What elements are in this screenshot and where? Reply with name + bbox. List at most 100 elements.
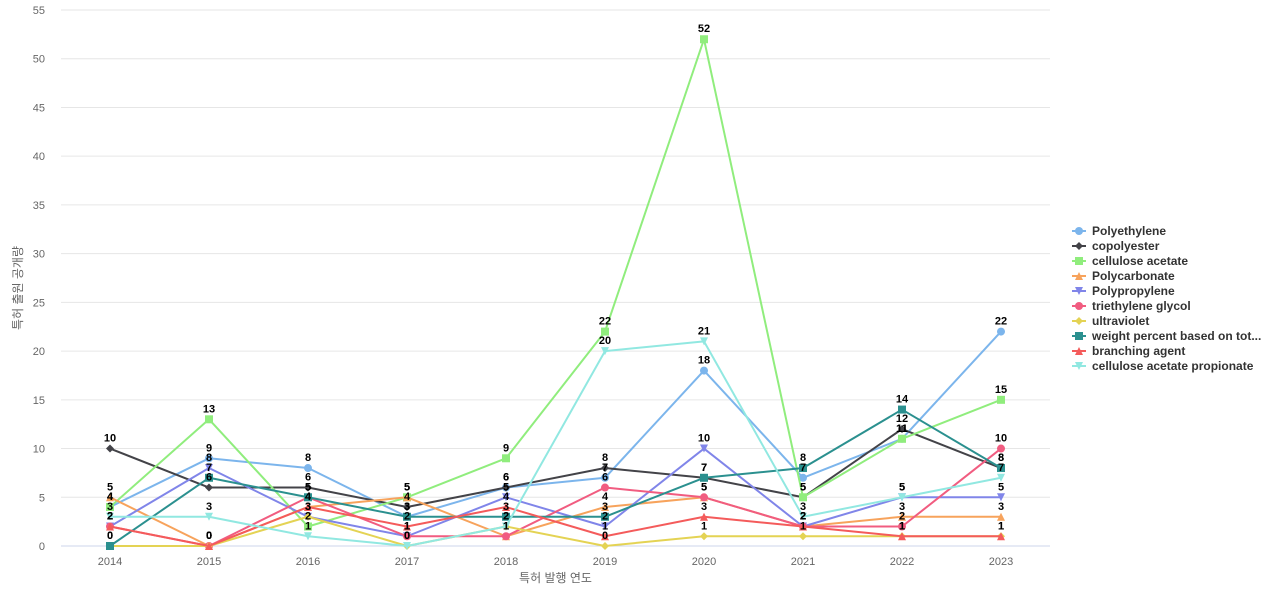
data-point-marker[interactable] <box>106 522 114 531</box>
data-point-marker[interactable] <box>106 512 114 521</box>
data-point-marker[interactable] <box>205 464 213 473</box>
data-point-marker[interactable] <box>898 532 906 541</box>
data-point-marker[interactable] <box>205 454 213 463</box>
data-point-marker[interactable] <box>403 493 411 502</box>
legend-item[interactable]: Polypropylene <box>1072 284 1175 298</box>
data-label: 14 <box>896 394 909 406</box>
data-point-marker[interactable] <box>106 503 114 512</box>
data-point-marker[interactable] <box>997 327 1005 336</box>
legend-marker[interactable] <box>1075 362 1083 370</box>
data-point-marker[interactable] <box>898 522 906 531</box>
data-point-marker[interactable] <box>205 542 213 550</box>
data-point-marker[interactable] <box>601 512 609 521</box>
data-point-marker[interactable] <box>601 542 609 550</box>
data-point-marker[interactable] <box>997 473 1005 482</box>
data-point-marker[interactable] <box>403 503 411 512</box>
series-line[interactable] <box>110 515 1001 547</box>
data-point-marker[interactable] <box>601 532 609 541</box>
data-label: 3 <box>602 501 608 513</box>
data-point-marker[interactable] <box>502 522 510 531</box>
data-point-marker[interactable] <box>700 444 708 453</box>
data-point-marker[interactable] <box>304 522 312 531</box>
legend-marker[interactable] <box>1075 287 1083 295</box>
data-point-marker[interactable] <box>898 425 906 434</box>
data-point-marker[interactable] <box>601 464 609 473</box>
data-point-marker[interactable] <box>502 483 510 492</box>
data-point-marker[interactable] <box>601 473 609 482</box>
data-point-marker[interactable] <box>700 473 708 482</box>
data-point-marker[interactable] <box>502 532 510 541</box>
data-point-marker[interactable] <box>502 454 510 463</box>
data-point-marker[interactable] <box>601 347 609 356</box>
legend-item[interactable]: ultraviolet <box>1072 314 1149 328</box>
data-point-marker[interactable] <box>898 493 906 502</box>
data-point-marker[interactable] <box>799 512 807 521</box>
data-point-marker[interactable] <box>997 493 1005 502</box>
data-point-marker[interactable] <box>403 512 411 521</box>
series-line[interactable] <box>109 447 1002 547</box>
data-point-marker[interactable] <box>304 532 312 541</box>
data-point-marker[interactable] <box>898 405 906 414</box>
data-point-marker[interactable] <box>997 532 1005 541</box>
legend-marker[interactable] <box>1075 227 1083 235</box>
legend-marker[interactable] <box>1075 272 1083 280</box>
legend-marker[interactable] <box>1075 242 1083 250</box>
series-line[interactable] <box>109 330 1002 518</box>
data-point-marker[interactable] <box>601 327 609 336</box>
data-point-marker[interactable] <box>205 415 213 424</box>
data-point-marker[interactable] <box>898 512 906 521</box>
data-point-marker[interactable] <box>106 444 114 453</box>
data-point-marker[interactable] <box>205 473 213 482</box>
data-point-marker[interactable] <box>700 337 708 346</box>
data-point-marker[interactable] <box>799 532 807 541</box>
data-point-marker[interactable] <box>502 503 510 512</box>
data-point-marker[interactable] <box>601 483 609 492</box>
data-point-marker[interactable] <box>205 483 213 492</box>
data-point-marker[interactable] <box>304 483 312 492</box>
legend-marker[interactable] <box>1075 257 1083 265</box>
legend-marker[interactable] <box>1075 332 1083 340</box>
legend-item[interactable]: Polyethylene <box>1072 224 1166 238</box>
data-point-marker[interactable] <box>997 464 1005 473</box>
data-point-marker[interactable] <box>799 473 807 482</box>
legend-item[interactable]: weight percent based on tot... <box>1072 329 1261 343</box>
legend-item[interactable]: branching agent <box>1072 344 1185 358</box>
data-point-marker[interactable] <box>799 464 807 473</box>
data-point-marker[interactable] <box>304 493 312 502</box>
data-point-marker[interactable] <box>205 512 213 521</box>
data-point-marker[interactable] <box>502 493 510 502</box>
legend-item[interactable]: cellulose acetate propionate <box>1072 359 1254 373</box>
legend-marker[interactable] <box>1075 302 1083 310</box>
data-point-marker[interactable] <box>502 512 510 521</box>
legend-item[interactable]: copolyester <box>1072 239 1160 253</box>
data-point-marker[interactable] <box>304 464 312 473</box>
data-point-marker[interactable] <box>304 512 312 521</box>
legend-item[interactable]: triethylene glycol <box>1072 299 1191 313</box>
legend-marker[interactable] <box>1075 317 1083 325</box>
data-point-marker[interactable] <box>601 503 609 512</box>
data-point-marker[interactable] <box>304 503 312 512</box>
data-point-marker[interactable] <box>799 522 807 531</box>
data-point-marker[interactable] <box>700 512 708 521</box>
data-point-marker[interactable] <box>997 395 1005 404</box>
data-point-marker[interactable] <box>106 542 114 550</box>
data-point-marker[interactable] <box>106 493 114 502</box>
data-point-marker[interactable] <box>799 493 807 502</box>
legend-item[interactable]: cellulose acetate <box>1072 254 1188 268</box>
legend-item[interactable]: Polycarbonate <box>1072 269 1175 283</box>
data-point-marker[interactable] <box>601 522 609 531</box>
data-point-marker[interactable] <box>403 532 411 541</box>
data-point-marker[interactable] <box>700 493 708 502</box>
series-line[interactable] <box>109 408 1002 547</box>
series-line[interactable] <box>109 38 1002 528</box>
legend-marker[interactable] <box>1075 347 1083 355</box>
data-point-marker[interactable] <box>700 35 708 44</box>
data-point-marker[interactable] <box>898 434 906 443</box>
data-point-marker[interactable] <box>403 542 411 550</box>
series-line[interactable] <box>110 340 1002 547</box>
data-point-marker[interactable] <box>700 532 708 541</box>
data-point-marker[interactable] <box>700 366 708 375</box>
data-point-marker[interactable] <box>403 522 411 531</box>
data-point-marker[interactable] <box>997 512 1005 521</box>
data-point-marker[interactable] <box>997 444 1005 453</box>
